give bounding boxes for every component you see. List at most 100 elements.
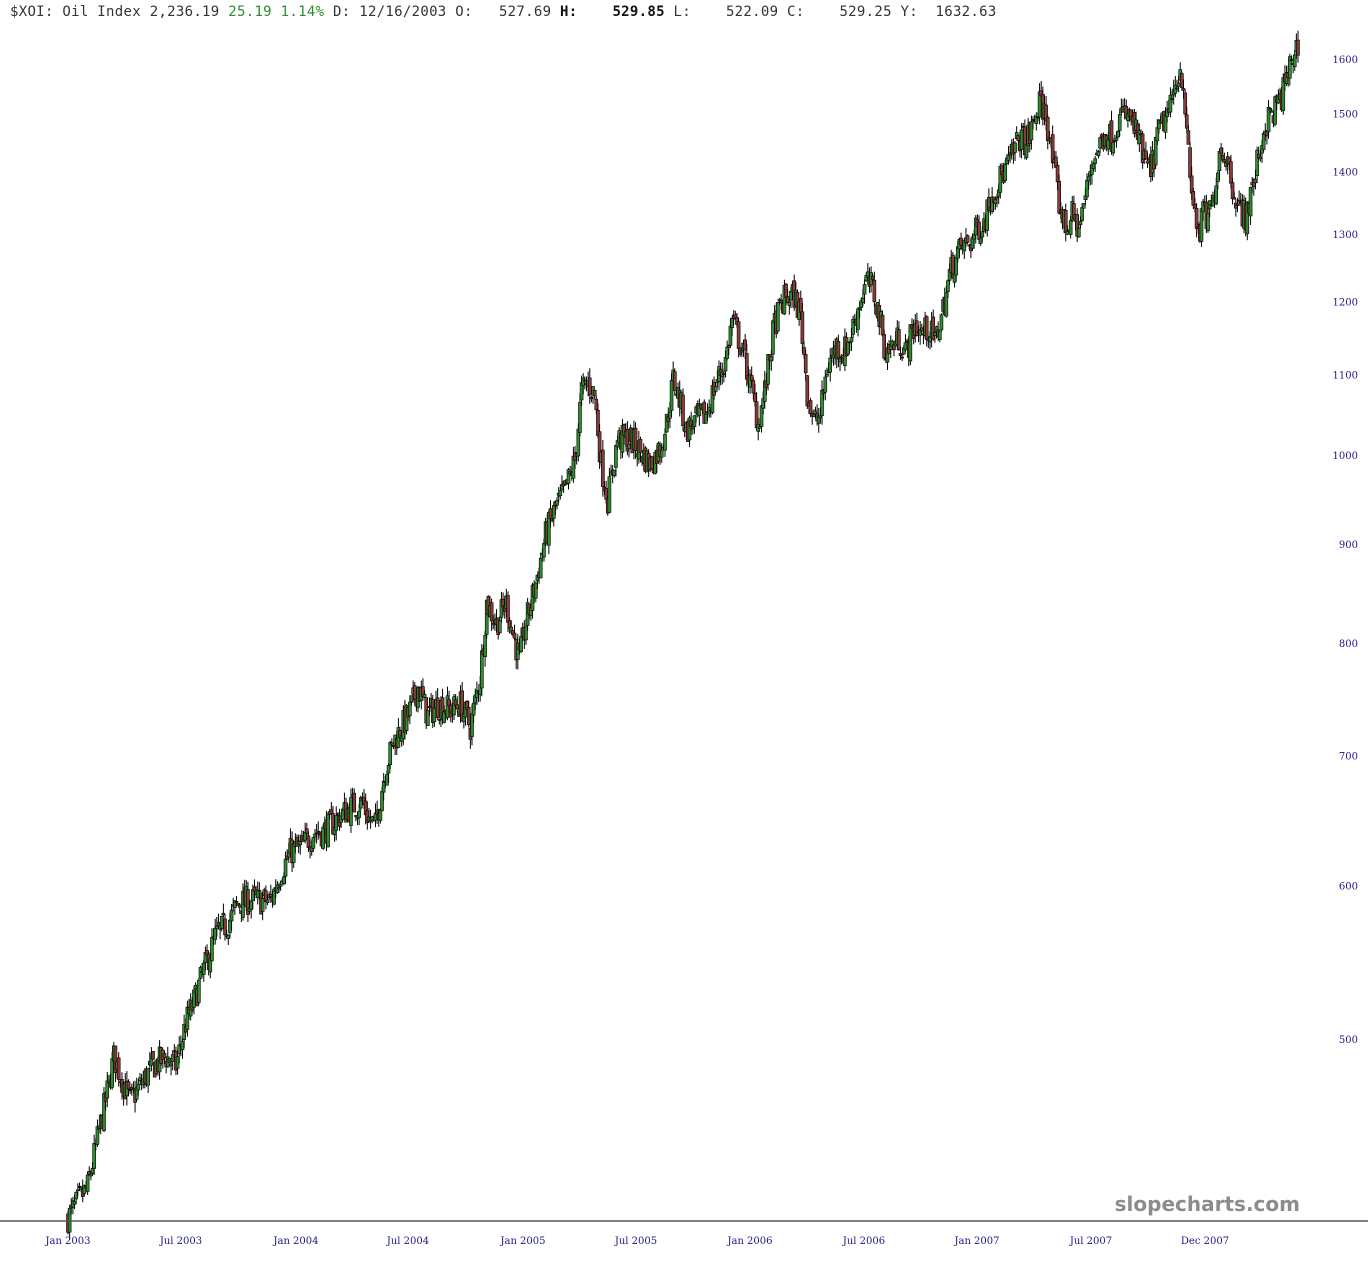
- candle-body: [551, 505, 556, 519]
- candle-body: [409, 695, 414, 703]
- candle-body: [818, 415, 823, 419]
- candle-body: [305, 828, 309, 834]
- candle-body: [1163, 114, 1168, 133]
- candle-body: [905, 340, 909, 342]
- candle-body: [903, 342, 908, 351]
- candle-body: [412, 685, 417, 700]
- candle-body: [306, 835, 311, 848]
- candle-body: [1268, 107, 1272, 111]
- candle-body: [213, 927, 218, 940]
- candle-body: [594, 399, 599, 411]
- candle-body: [849, 337, 854, 343]
- candle-body: [533, 582, 538, 599]
- candle-body: [445, 695, 450, 719]
- candle-body: [995, 196, 999, 199]
- candle-body: [550, 519, 554, 521]
- candle-body: [851, 319, 855, 335]
- candle-body: [1232, 197, 1237, 200]
- candle-body: [116, 1057, 121, 1080]
- candle-body: [972, 234, 976, 240]
- candle-body: [959, 237, 963, 246]
- candle-body: [1188, 147, 1192, 178]
- candle-body: [234, 901, 239, 903]
- candle-body: [627, 444, 631, 450]
- candle-body: [607, 476, 612, 513]
- candle-body: [1086, 176, 1091, 182]
- candle-body: [650, 456, 654, 470]
- candle-body: [210, 937, 214, 962]
- candle-body: [223, 918, 227, 936]
- x-tick-label: Jul 2005: [614, 1236, 657, 1247]
- candle-body: [548, 508, 553, 519]
- candle-body: [1096, 151, 1101, 157]
- candle-body: [882, 334, 886, 359]
- candle-body: [426, 709, 430, 726]
- candle-body: [965, 235, 970, 243]
- candle-body: [175, 1056, 180, 1069]
- candle-body: [1184, 114, 1189, 129]
- y-value: 1632.63: [935, 4, 997, 20]
- candle-body: [265, 899, 270, 904]
- candle-body: [249, 901, 253, 910]
- candle-body: [1093, 158, 1097, 164]
- candle-body: [136, 1083, 141, 1091]
- candle-body: [252, 886, 257, 892]
- candles-layer: [66, 30, 1300, 1240]
- candle-body: [828, 357, 833, 373]
- candle-body: [576, 428, 581, 457]
- candle-body: [388, 742, 393, 766]
- candle-body: [612, 469, 617, 476]
- candle-body: [1189, 175, 1194, 194]
- candle-body: [1176, 82, 1181, 87]
- candle-body: [803, 354, 808, 374]
- x-tick-label: Dec 2007: [1181, 1236, 1229, 1247]
- candle-body: [604, 488, 608, 500]
- candle-body: [326, 813, 330, 848]
- candle-body: [1175, 87, 1179, 90]
- candle-body: [583, 379, 587, 382]
- candle-body: [105, 1080, 110, 1099]
- candle-body: [820, 389, 824, 416]
- candle-body: [614, 445, 618, 468]
- candle-body: [380, 791, 384, 812]
- candle-body: [72, 1201, 77, 1205]
- candle-body: [589, 396, 594, 400]
- y-tick-label: 500: [1339, 1035, 1358, 1046]
- candle-body: [728, 325, 733, 346]
- candle-body: [512, 632, 517, 639]
- x-tick-label: Jan 2006: [726, 1236, 772, 1247]
- candle-body: [633, 427, 638, 451]
- candle-body: [1155, 127, 1160, 142]
- candle-body: [766, 354, 770, 385]
- candle-body: [856, 308, 860, 330]
- candle-body: [97, 1127, 101, 1130]
- candle-body: [1019, 129, 1024, 150]
- candle-body: [1296, 39, 1300, 56]
- candle-body: [1253, 179, 1258, 184]
- candle-body: [352, 792, 357, 813]
- candle-body: [939, 314, 944, 331]
- candle-body: [857, 307, 862, 310]
- candle-body: [805, 375, 810, 407]
- candle-body: [1237, 199, 1241, 203]
- candle-body: [336, 813, 340, 816]
- candle-body: [825, 373, 829, 377]
- candle-body: [1248, 187, 1253, 217]
- candle-body: [1063, 210, 1068, 234]
- candle-body: [67, 1207, 72, 1233]
- candle-body: [110, 1058, 114, 1088]
- y-tick-label: 1400: [1333, 168, 1358, 179]
- candle-body: [1194, 207, 1199, 229]
- open-label: O:: [455, 4, 473, 20]
- y-tick-label: 1100: [1333, 371, 1358, 382]
- candle-body: [432, 707, 437, 723]
- y-axis: 500 600 700 800 900 1000 1100 1200 1300 1400 1500 1…: [1333, 55, 1358, 1046]
- candle-body: [663, 433, 667, 451]
- candle-body: [278, 884, 283, 887]
- low-label: L:: [673, 4, 692, 20]
- candle-body: [334, 815, 339, 831]
- candle-body: [836, 341, 841, 359]
- candle-body: [1217, 151, 1222, 171]
- candle-body: [226, 935, 231, 939]
- candle-body: [1057, 180, 1061, 214]
